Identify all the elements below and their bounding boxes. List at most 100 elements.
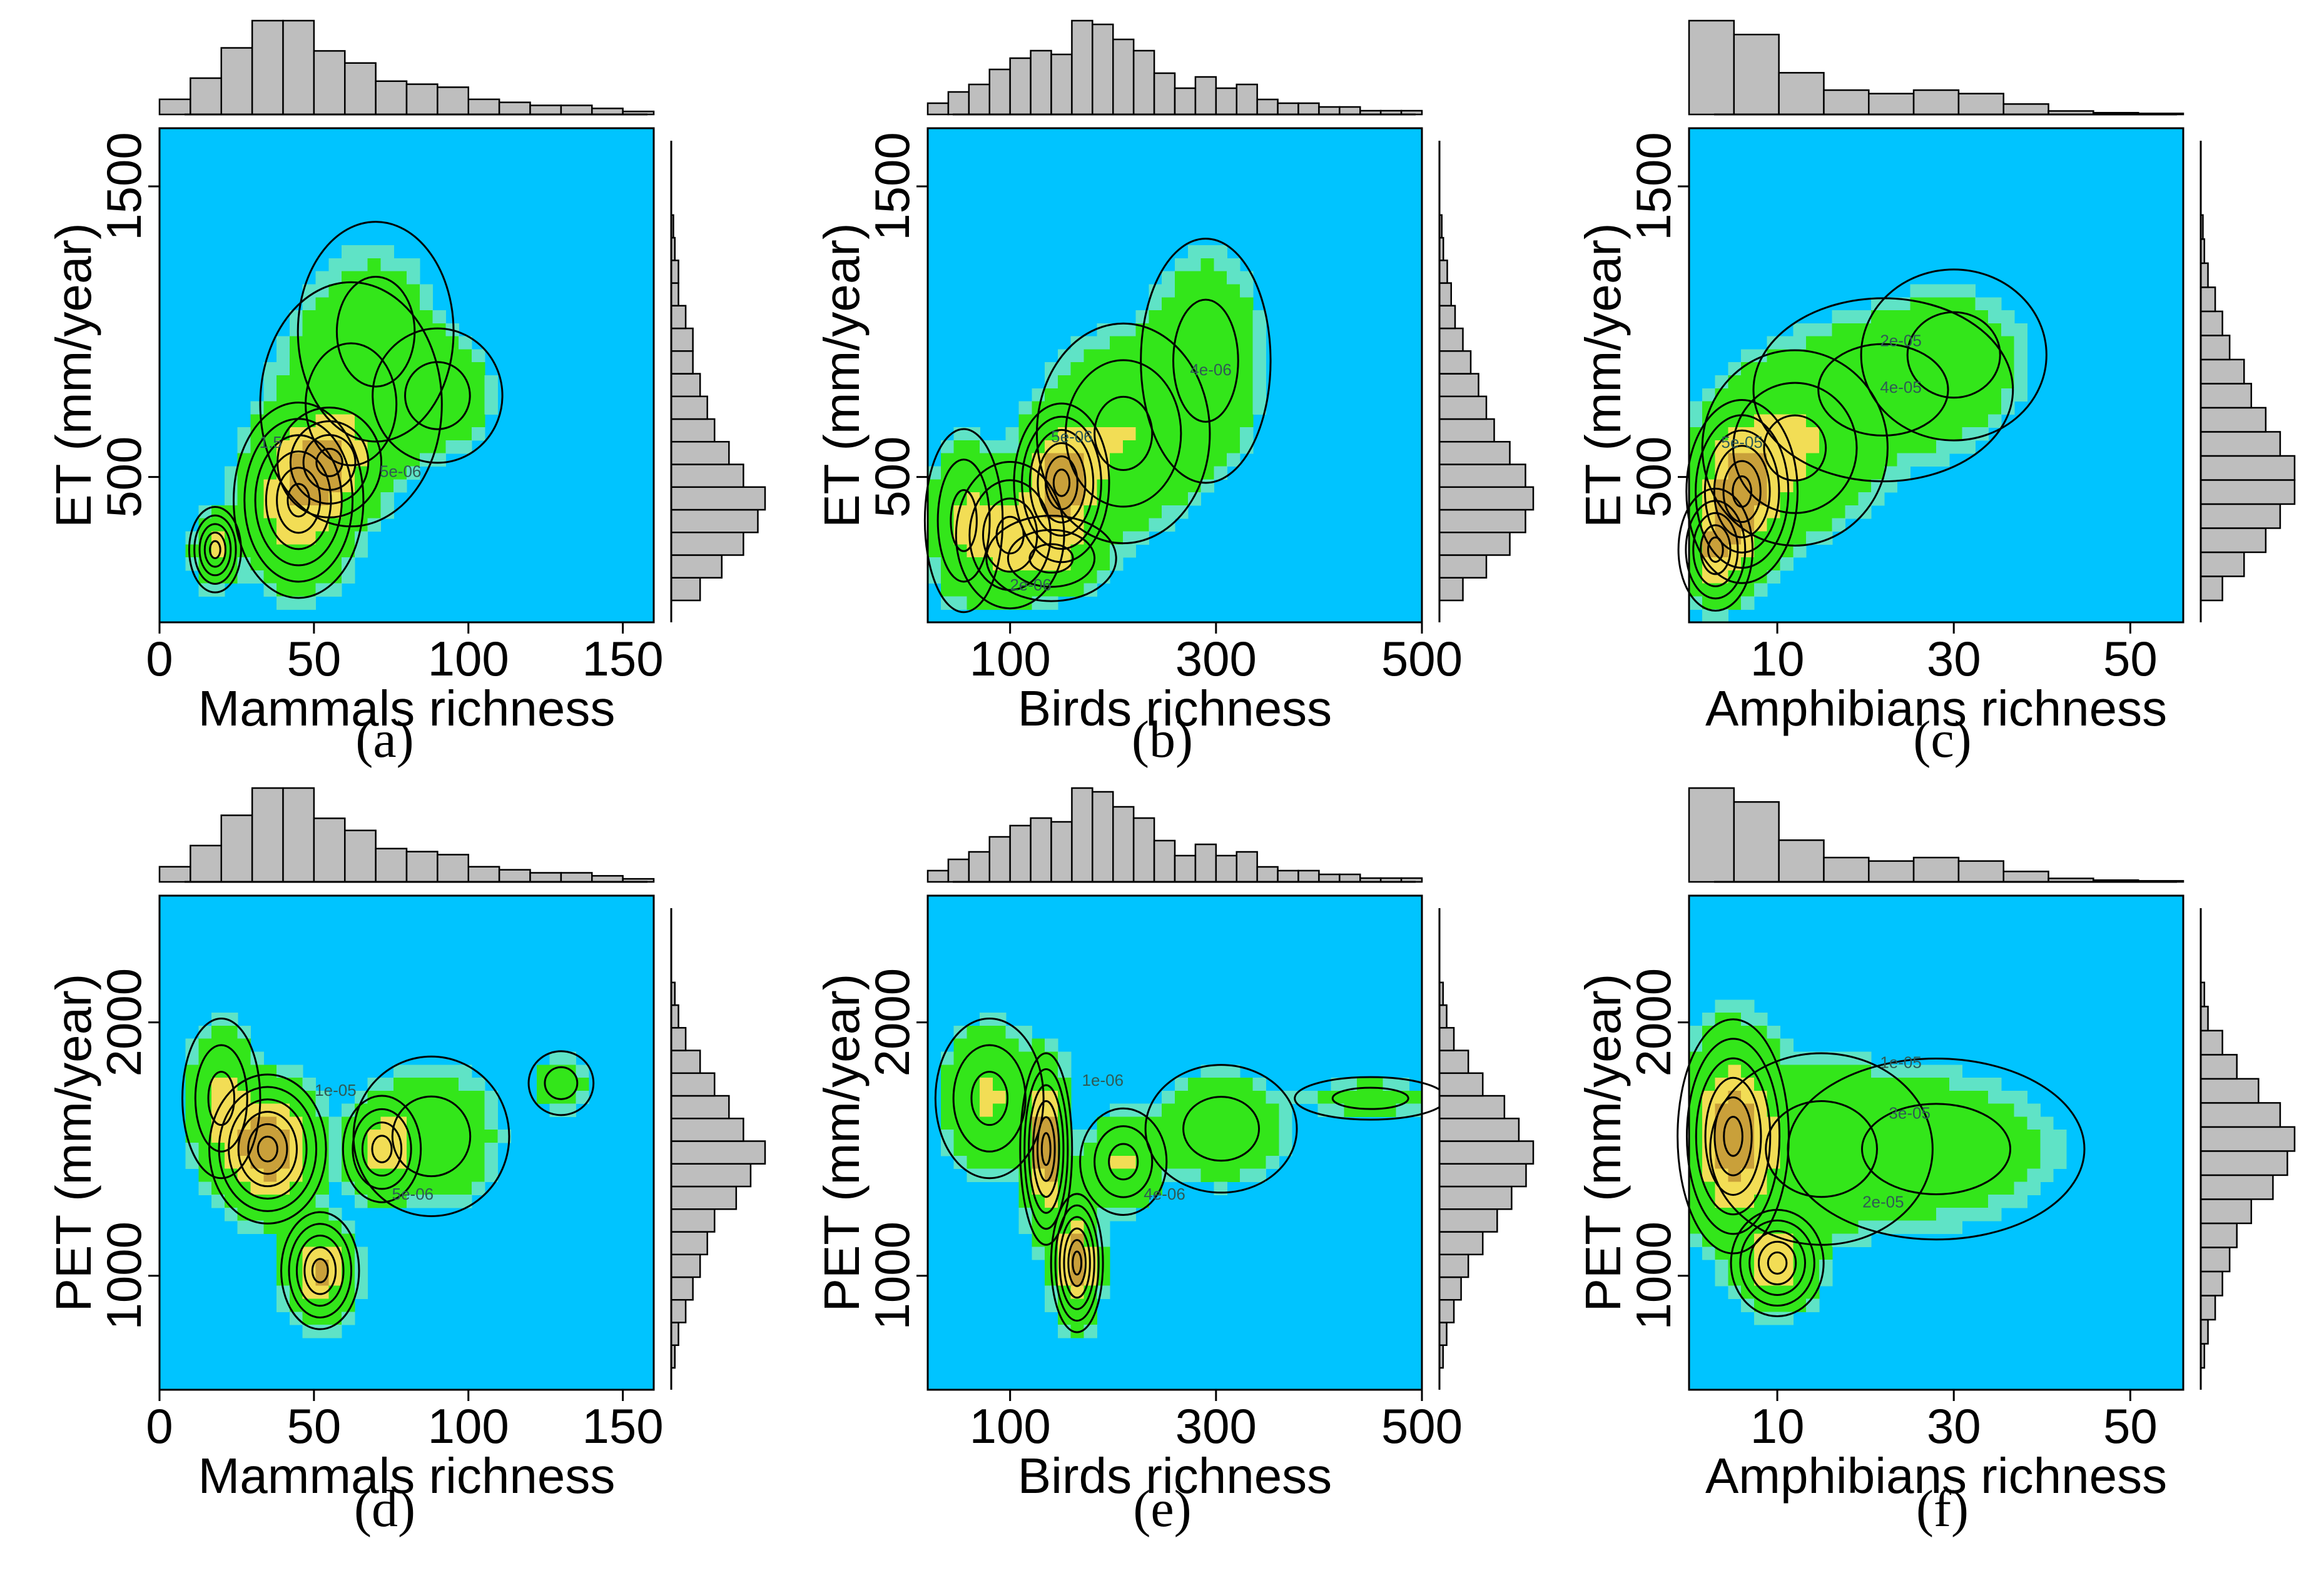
histogram-bar <box>1868 860 1915 883</box>
density-cell <box>1910 440 1924 454</box>
density-cell <box>328 1155 342 1170</box>
density-cell <box>1110 531 1124 545</box>
density-cell <box>1806 1103 1820 1118</box>
density-cell <box>1884 1103 1898 1118</box>
density-cell <box>1083 375 1097 389</box>
density-cell <box>1728 1078 1742 1091</box>
density-cell <box>1753 1195 1768 1208</box>
density-cell <box>1845 479 1859 493</box>
histogram-bar <box>1912 856 1960 883</box>
density-cell <box>1741 1181 1755 1195</box>
density-cell <box>380 479 394 493</box>
density-cell <box>2027 1168 2041 1182</box>
density-cell <box>1005 1116 1020 1130</box>
density-cell <box>224 1143 238 1156</box>
density-cell <box>1806 401 1820 415</box>
density-cell <box>342 271 355 285</box>
density-cell <box>1214 323 1227 337</box>
density-cell <box>263 1090 277 1105</box>
density-cell <box>1793 518 1807 532</box>
density-cell <box>1767 1195 1781 1208</box>
density-cell <box>940 1065 955 1078</box>
density-cell <box>432 1078 446 1091</box>
contour-line <box>1765 1100 1878 1198</box>
density-cell <box>315 388 329 402</box>
density-cell <box>1214 1143 1227 1156</box>
density-cell <box>354 323 368 337</box>
density-cell <box>367 323 382 337</box>
density-cell <box>1135 414 1150 428</box>
density-cell <box>211 1051 225 1065</box>
density-cell <box>1162 1116 1175 1130</box>
density-cell <box>992 1065 1007 1078</box>
density-cell <box>1227 427 1241 441</box>
density-cell <box>1110 1155 1124 1170</box>
density-cell <box>1858 1078 1872 1091</box>
histogram-bar <box>158 866 191 883</box>
density-cell <box>1858 1090 1872 1105</box>
density-cell <box>1741 453 1755 467</box>
density-cell <box>1819 1065 1833 1078</box>
histogram-bar <box>1215 854 1238 883</box>
density-cell <box>940 1103 955 1118</box>
density-cell <box>1923 349 1937 363</box>
density-cell <box>250 401 264 415</box>
density-cell <box>277 544 290 558</box>
density-cell <box>1239 388 1254 402</box>
density-cell <box>445 1103 459 1118</box>
density-cell <box>445 1130 459 1143</box>
density-cell <box>2027 1130 2041 1143</box>
density-cell <box>1214 1168 1227 1182</box>
histogram-bar <box>670 327 694 352</box>
density-cell <box>1135 1143 1150 1156</box>
density-cell <box>1741 1260 1755 1273</box>
density-grid <box>1689 284 2028 623</box>
density-cell <box>562 1078 576 1091</box>
density-cell <box>1741 1090 1755 1105</box>
density-cell <box>1266 1130 1279 1143</box>
right-histogram <box>670 908 766 1390</box>
density-cell <box>1949 401 1963 415</box>
density-cell <box>1793 492 1807 506</box>
density-cell <box>1227 440 1241 454</box>
contour-line <box>181 1017 261 1180</box>
density-cell <box>1005 1155 1020 1170</box>
histogram-bar <box>670 1004 679 1029</box>
histogram-bar <box>1438 554 1488 579</box>
density-cell <box>445 1065 459 1078</box>
density-cell <box>393 1065 407 1078</box>
density-cell <box>1753 1272 1768 1287</box>
density-cell <box>1070 349 1085 363</box>
density-cell <box>237 570 251 584</box>
density-cell <box>1110 375 1124 389</box>
density-cell <box>1910 453 1924 467</box>
density-cell <box>1162 492 1175 506</box>
density-cell <box>1923 1078 1937 1091</box>
density-cell <box>1897 310 1911 324</box>
density-cell <box>1832 1078 1846 1091</box>
density-cell <box>1793 323 1807 337</box>
density-cell <box>1806 1155 1820 1170</box>
contour-lines <box>188 221 504 599</box>
density-cell <box>1949 1103 1963 1118</box>
density-cell <box>1793 362 1807 376</box>
density-cell <box>419 349 434 363</box>
density-cell <box>1175 414 1189 428</box>
density-cell <box>1122 440 1137 454</box>
histogram-bar <box>1438 1072 1484 1097</box>
density-cell <box>1806 427 1820 441</box>
density-cell <box>302 1312 317 1325</box>
density-cell <box>277 596 290 610</box>
density-cell <box>1187 1143 1202 1156</box>
contour-label: 1.5 <box>260 433 282 452</box>
histogram-bar <box>2200 527 2267 554</box>
contour-line <box>950 489 978 552</box>
density-cell <box>445 440 459 454</box>
histogram-bar <box>1438 1208 1498 1233</box>
density-cell <box>1187 284 1202 298</box>
density-cell <box>562 1051 576 1065</box>
density-cell <box>1949 1116 1963 1130</box>
density-cell <box>967 453 980 467</box>
density-cell <box>1227 284 1241 298</box>
density-cell <box>380 414 394 428</box>
